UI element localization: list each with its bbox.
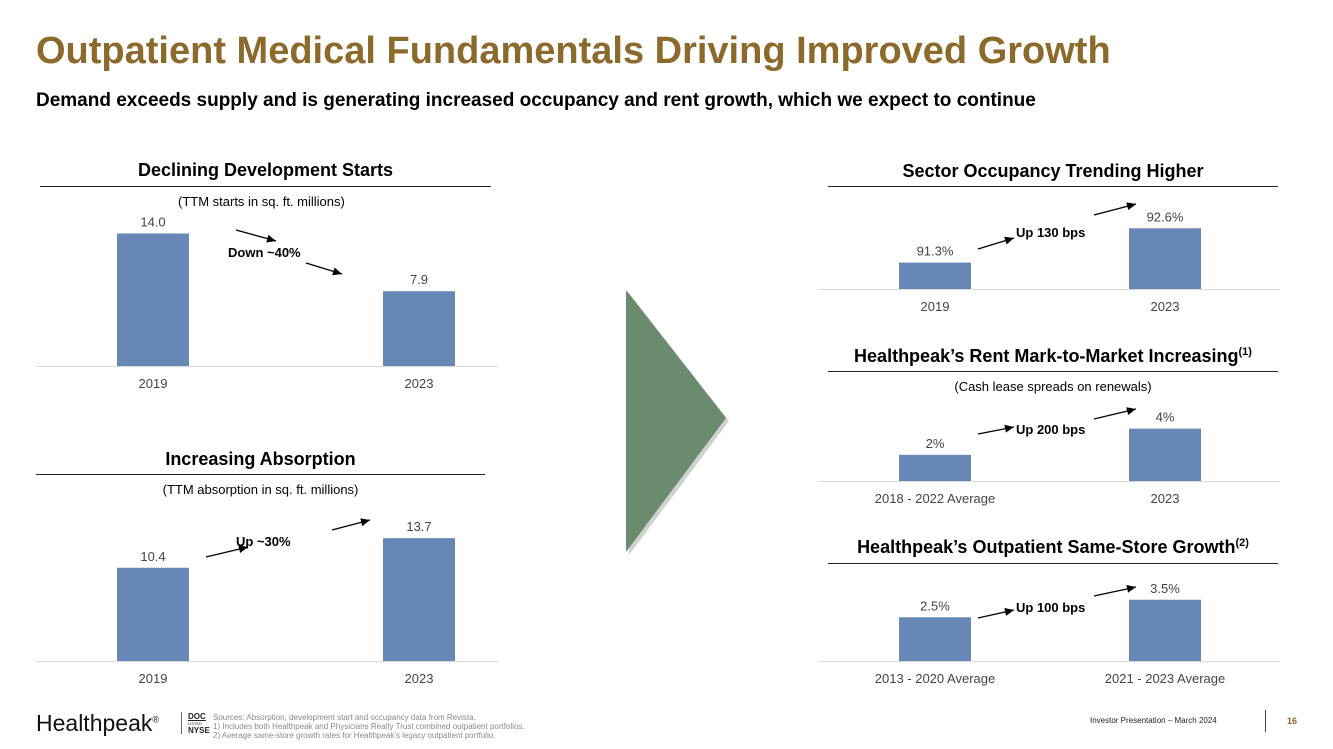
footnotes: Sources: Absorption, development start a…: [213, 713, 525, 740]
progression-arrow-icon: [626, 290, 729, 555]
annotation-arrowhead-icon: [1126, 407, 1136, 415]
absorption-chart: 10.4 2019 13.7 2023 Up ~30%: [36, 518, 498, 686]
chart-subtitle: (Cash lease spreads on renewals): [954, 379, 1152, 394]
logo-divider: [181, 712, 182, 734]
x-tick-label: 2019: [921, 299, 950, 314]
chart-title-rule: [828, 563, 1278, 564]
presentation-label: Investor Presentation – March 2024: [1090, 716, 1217, 725]
data-label: 4%: [1156, 410, 1175, 425]
bar: [117, 233, 189, 366]
chart-title-rule: [40, 186, 491, 187]
annotation-arrowhead-icon: [1004, 424, 1014, 433]
data-label: 13.7: [406, 519, 431, 534]
healthpeak-logo: Healthpeak®: [36, 710, 159, 736]
bar: [1129, 228, 1201, 289]
annotation-arrowhead-icon: [1126, 202, 1136, 211]
change-annotation: Up ~30%: [236, 534, 291, 549]
x-tick-label: 2021 - 2023 Average: [1105, 671, 1225, 686]
x-tick-label: 2023: [405, 671, 434, 686]
change-annotation: Down ~40%: [228, 245, 301, 260]
data-label: 92.6%: [1147, 209, 1184, 224]
chart-title-rule: [828, 371, 1278, 372]
bar: [383, 538, 455, 661]
data-label: 14.0: [140, 214, 165, 229]
annotation-arrowhead-icon: [1126, 584, 1136, 593]
nyse-doc-badge: DOC LISTED NYSE: [188, 712, 210, 735]
bar: [117, 567, 189, 661]
annotation-arrowhead-icon: [360, 518, 370, 527]
bar: [1129, 599, 1201, 661]
page-subtitle: Demand exceeds supply and is generating …: [36, 90, 1036, 111]
bar: [899, 262, 971, 289]
bar: [1129, 428, 1201, 481]
x-tick-label: 2013 - 2020 Average: [875, 671, 995, 686]
annotation-arrowhead-icon: [1004, 236, 1014, 245]
page-title: Outpatient Medical Fundamentals Driving …: [36, 30, 1111, 72]
x-tick-label: 2023: [1151, 299, 1180, 314]
data-label: 2%: [926, 436, 945, 451]
chart-title-rule: [36, 474, 485, 475]
chart-title-occupancy: Sector Occupancy Trending Higher: [902, 161, 1204, 181]
chart-subtitle: (TTM starts in sq. ft. millions): [178, 194, 345, 209]
chart-title-rule: [828, 186, 1278, 187]
x-tick-label: 2018 - 2022 Average: [875, 491, 995, 506]
bar: [899, 617, 971, 661]
chart-subtitle: (TTM absorption in sq. ft. millions): [162, 482, 359, 497]
data-label: 91.3%: [917, 244, 954, 259]
data-label: 2.5%: [920, 598, 950, 613]
x-tick-label: 2019: [139, 376, 168, 391]
annotation-arrowhead-icon: [266, 234, 276, 243]
rent-mark-to-market-chart: 2% 2018 - 2022 Average 4% 2023 Up 200 bps: [818, 407, 1280, 506]
page-number: 16: [1287, 716, 1298, 726]
bar: [899, 454, 971, 481]
chart-title-development-starts: Declining Development Starts: [137, 160, 394, 180]
annotation-arrowhead-icon: [1004, 608, 1014, 616]
bar: [383, 291, 455, 366]
data-label: 7.9: [410, 272, 428, 287]
chart-title-absorption: Increasing Absorption: [165, 449, 356, 469]
x-tick-label: 2019: [139, 671, 168, 686]
x-tick-label: 2023: [405, 376, 434, 391]
chart-title-same-store-growth: Healthpeak’s Outpatient Same-Store Growt…: [857, 537, 1249, 557]
footer-divider: [1265, 710, 1266, 732]
annotation-arrowhead-icon: [332, 267, 342, 276]
x-tick-label: 2023: [1151, 491, 1180, 506]
chart-title-rent-mark-to-market: Healthpeak’s Rent Mark-to-Market Increas…: [854, 346, 1252, 366]
data-label: 3.5%: [1150, 581, 1180, 596]
occupancy-chart: 91.3% 2019 92.6% 2023 Up 130 bps: [818, 202, 1280, 314]
development-starts-chart: 14.0 2019 7.9 2023 Down ~40%: [36, 214, 498, 391]
change-annotation: Up 130 bps: [1016, 225, 1085, 240]
same-store-growth-chart: 2.5% 2013 - 2020 Average 3.5% 2021 - 2023 A…: [818, 581, 1280, 686]
data-label: 10.4: [140, 549, 165, 564]
change-annotation: Up 100 bps: [1016, 600, 1085, 615]
change-annotation: Up 200 bps: [1016, 422, 1085, 437]
annotation-arrowhead-icon: [238, 545, 248, 553]
